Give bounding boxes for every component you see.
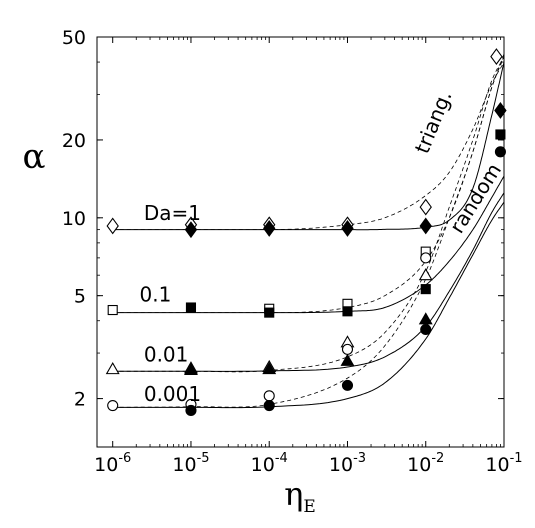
x-tick-label: 10-6 — [94, 451, 131, 476]
circle-filled-marker — [341, 379, 354, 391]
triangle-open-marker — [105, 362, 120, 375]
dashed-curve-7 — [112, 53, 505, 408]
circle-filled-marker — [494, 146, 506, 158]
x-tick-exponent: -2 — [431, 451, 444, 466]
x-axis-title: ηE — [284, 475, 316, 517]
x-axis-title-main: η — [284, 475, 303, 513]
triangle-filled-marker — [184, 362, 198, 376]
plot-frame — [96, 36, 505, 448]
x-tick-base: 10 — [485, 454, 509, 476]
triangle-open-marker — [418, 268, 433, 281]
curve-label: 0.1 — [140, 282, 172, 306]
x-tick-exponent: -6 — [118, 451, 131, 466]
y-tick-label: 2 — [74, 389, 86, 411]
x-tick-base: 10 — [251, 454, 275, 476]
dashed-curve-1 — [112, 61, 505, 231]
diamond-filled-marker — [263, 219, 276, 237]
circle-filled-marker — [263, 400, 275, 412]
y-tick-label: 20 — [62, 130, 86, 152]
x-tick-base: 10 — [172, 454, 196, 476]
triangle-filled-marker — [340, 353, 355, 366]
square-filled-marker — [342, 306, 353, 317]
x-tick-label: 10-3 — [329, 451, 366, 476]
circle-open-marker — [420, 252, 432, 264]
x-tick-base: 10 — [407, 454, 431, 476]
x-tick-exponent: -3 — [353, 451, 366, 466]
x-tick-exponent: -5 — [197, 451, 210, 466]
curve-label: 0.001 — [144, 382, 201, 406]
diamond-filled-marker — [341, 219, 354, 237]
curve-family-label: triang. — [410, 87, 457, 157]
x-tick-exponent: -1 — [510, 451, 523, 466]
y-tick-label: 10 — [62, 208, 86, 230]
x-tick-base: 10 — [329, 454, 353, 476]
circle-open-marker — [341, 343, 354, 355]
y-tick-label: 5 — [74, 286, 86, 308]
x-tick-label: 10-1 — [485, 451, 522, 476]
x-tick-label: 10-5 — [172, 451, 209, 476]
triangle-filled-marker — [262, 362, 277, 375]
square-filled-marker — [420, 284, 431, 295]
square-filled-marker — [264, 307, 275, 318]
square-open-marker — [107, 304, 118, 316]
y-axis-title: α — [23, 137, 46, 177]
x-tick-base: 10 — [94, 454, 118, 476]
data-markers — [105, 48, 507, 416]
x-tick-label: 10-2 — [407, 451, 444, 476]
solid-curve-0 — [112, 61, 505, 231]
diamond-filled-marker — [184, 221, 198, 239]
square-filled-marker — [185, 302, 197, 313]
dashed-curve-5 — [112, 56, 505, 373]
circle-open-marker — [107, 400, 119, 412]
square-filled-marker — [495, 129, 506, 140]
diamond-open-marker — [106, 217, 119, 235]
curve-label: Da=1 — [144, 201, 201, 225]
solid-curve-4 — [112, 192, 505, 372]
diamond-open-marker — [419, 198, 432, 216]
fit-curves — [112, 53, 505, 409]
x-tick-label: 10-4 — [251, 451, 288, 476]
solid-curve-2 — [112, 175, 505, 314]
circle-filled-marker — [420, 323, 432, 336]
curve-label: 0.01 — [144, 343, 189, 367]
x-axis-title-subscript: E — [303, 497, 315, 517]
solid-curve-6 — [112, 201, 505, 409]
circle-filled-marker — [185, 404, 197, 416]
x-tick-exponent: -4 — [275, 451, 288, 466]
triangle-filled-marker — [418, 312, 433, 325]
diamond-open-marker — [490, 48, 503, 66]
diamond-filled-marker — [494, 102, 507, 119]
y-tick-label: 50 — [62, 27, 86, 49]
diamond-filled-marker — [419, 217, 432, 235]
circle-open-marker — [263, 390, 275, 402]
